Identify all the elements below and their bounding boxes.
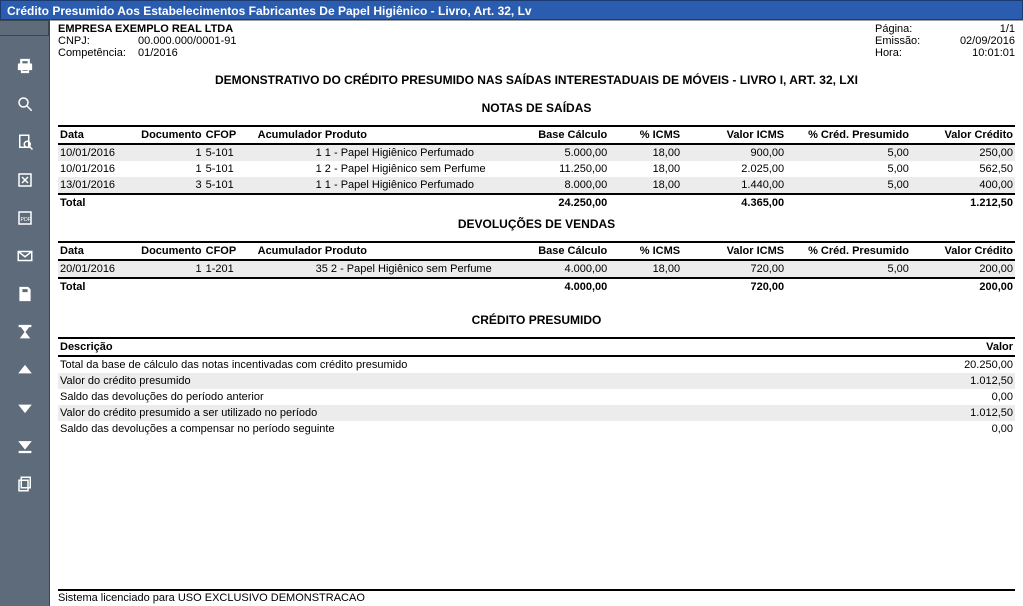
copy-button[interactable] <box>13 472 37 496</box>
table-row: Valor do crédito presumido1.012,50 <box>58 373 1015 389</box>
zoom-button[interactable] <box>13 92 37 116</box>
col-vicms: Valor ICMS <box>682 126 786 144</box>
export-excel-button[interactable] <box>13 168 37 192</box>
email-button[interactable] <box>13 244 37 268</box>
saidas-table: Data Documento CFOP Acumulador Produto B… <box>58 125 1015 211</box>
section-devolucoes-title: DEVOLUÇÕES DE VENDAS <box>58 217 1015 231</box>
report-main-title: DEMONSTRATIVO DO CRÉDITO PRESUMIDO NAS S… <box>58 73 1015 87</box>
table-row: Saldo das devoluções a compensar no perí… <box>58 421 1015 437</box>
hora-label: Hora: <box>875 47 935 59</box>
table-row: Saldo das devoluções do período anterior… <box>58 389 1015 405</box>
saidas-total-vcred: 1.212,50 <box>911 194 1015 211</box>
col-cred: % Créd. Presumido <box>786 126 911 144</box>
cnpj-label: CNPJ: <box>58 35 138 47</box>
table-row: 10/01/201615-1011 2 - Papel Higiênico se… <box>58 161 1015 177</box>
col-cfop: CFOP <box>204 242 256 260</box>
col-doc: Documento <box>131 126 204 144</box>
col-cfop: CFOP <box>204 126 256 144</box>
export-pdf-button[interactable]: PDF <box>13 206 37 230</box>
competencia-value: 01/2016 <box>138 47 178 59</box>
print-button[interactable] <box>13 54 37 78</box>
col-vcred: Valor Crédito <box>911 242 1015 260</box>
page-search-button[interactable] <box>13 130 37 154</box>
saidas-total-vicms: 4.365,00 <box>682 194 786 211</box>
col-doc: Documento <box>131 242 204 260</box>
col-valor: Valor <box>915 338 1015 356</box>
section-saidas-title: NOTAS DE SAÍDAS <box>58 101 1015 115</box>
window-titlebar: Crédito Presumido Aos Estabelecimentos F… <box>0 0 1023 20</box>
window-title: Crédito Presumido Aos Estabelecimentos F… <box>7 4 532 18</box>
hora-value: 10:01:01 <box>935 47 1015 59</box>
col-data: Data <box>58 126 131 144</box>
emiss-value: 02/09/2016 <box>935 35 1015 47</box>
devol-total-base: 4.000,00 <box>505 278 609 295</box>
svg-text:PDF: PDF <box>20 217 31 223</box>
devol-total-label: Total <box>58 278 505 295</box>
col-desc: Descrição <box>58 338 915 356</box>
col-icms: % ICMS <box>609 126 682 144</box>
saidas-total-label: Total <box>58 194 505 211</box>
page-label: Página: <box>875 23 935 35</box>
devol-total-vcred: 200,00 <box>911 278 1015 295</box>
col-icms: % ICMS <box>609 242 682 260</box>
col-base: Base Cálculo <box>505 126 609 144</box>
prev-page-button[interactable] <box>13 358 37 382</box>
table-row: 20/01/201611-20135 2 - Papel Higiênico s… <box>58 260 1015 278</box>
col-base: Base Cálculo <box>505 242 609 260</box>
page-value: 1/1 <box>935 23 1015 35</box>
col-vcred: Valor Crédito <box>911 126 1015 144</box>
next-page-button[interactable] <box>13 396 37 420</box>
window-controls[interactable] <box>0 20 49 36</box>
footer-license: Sistema licenciado para USO EXCLUSIVO DE… <box>58 589 1015 604</box>
col-vicms: Valor ICMS <box>682 242 786 260</box>
col-cred: % Créd. Presumido <box>786 242 911 260</box>
col-acum: Acumulador Produto <box>256 242 506 260</box>
table-row: 10/01/201615-1011 1 - Papel Higiênico Pe… <box>58 144 1015 161</box>
last-page-button[interactable] <box>13 434 37 458</box>
competencia-label: Competência: <box>58 47 138 59</box>
emiss-label: Emissão: <box>875 35 935 47</box>
table-row: Valor do crédito presumido a ser utiliza… <box>58 405 1015 421</box>
col-data: Data <box>58 242 131 260</box>
credito-table: Descrição Valor Total da base de cálculo… <box>58 337 1015 437</box>
table-row: Total da base de cálculo das notas incen… <box>58 356 1015 373</box>
company-name: EMPRESA EXEMPLO REAL LTDA <box>58 23 236 35</box>
section-credito-title: CRÉDITO PRESUMIDO <box>58 313 1015 327</box>
first-page-button[interactable] <box>13 320 37 344</box>
col-acum: Acumulador Produto <box>256 126 506 144</box>
devol-total-vicms: 720,00 <box>682 278 786 295</box>
table-row: 13/01/201635-1011 1 - Papel Higiênico Pe… <box>58 177 1015 194</box>
cnpj-value: 00.000.000/0001-91 <box>138 35 236 47</box>
sidebar: PDF <box>0 20 50 606</box>
saidas-total-base: 24.250,00 <box>505 194 609 211</box>
save-button[interactable] <box>13 282 37 306</box>
report-content: EMPRESA EXEMPLO REAL LTDA CNPJ: 00.000.0… <box>50 20 1023 606</box>
devolucoes-table: Data Documento CFOP Acumulador Produto B… <box>58 241 1015 295</box>
